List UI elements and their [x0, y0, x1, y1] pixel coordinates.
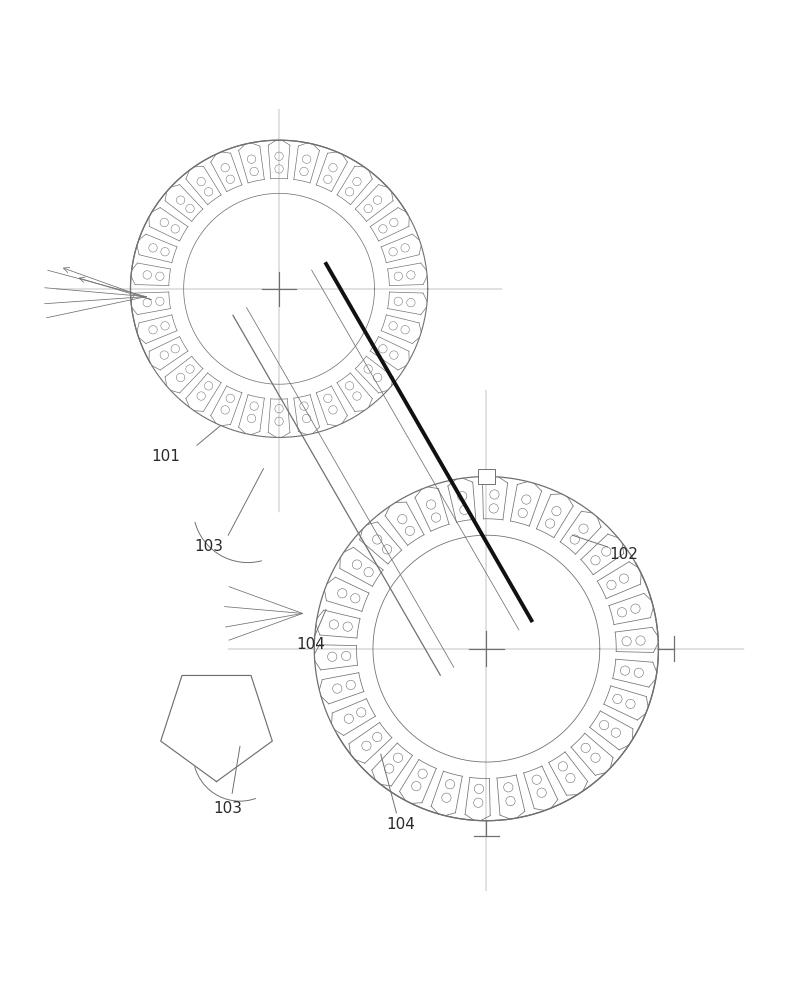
Text: 104: 104: [386, 817, 414, 832]
Text: 103: 103: [214, 801, 243, 816]
Text: 103: 103: [194, 539, 223, 554]
Text: 104: 104: [296, 637, 325, 652]
Bar: [478, 469, 495, 484]
Text: 101: 101: [152, 449, 180, 464]
Text: 102: 102: [609, 547, 637, 562]
